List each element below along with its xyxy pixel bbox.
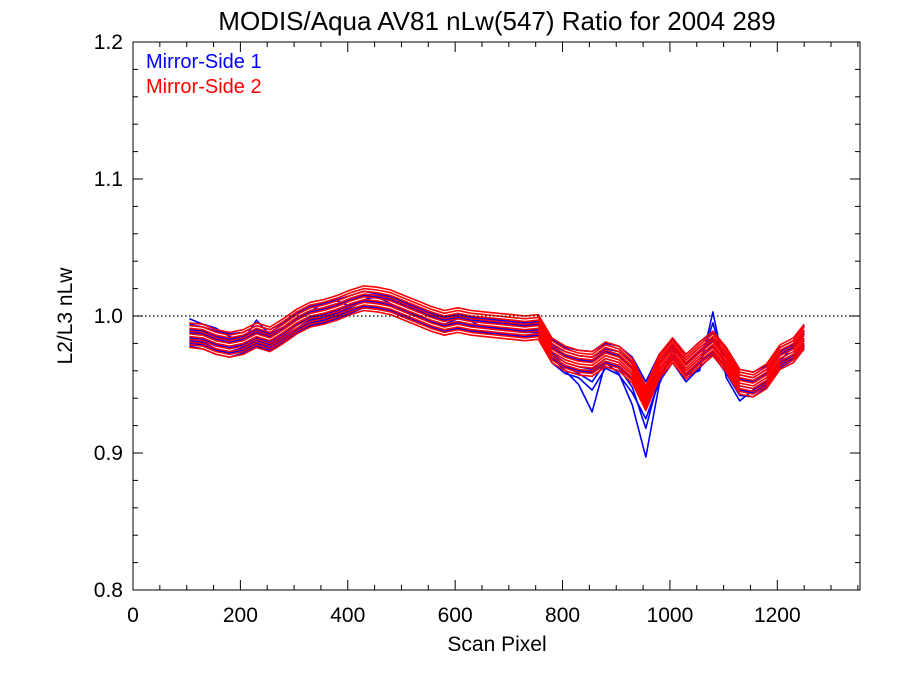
series-line [189,298,805,401]
x-tick-label: 800 [545,604,580,627]
series-line [189,306,805,409]
series-layer [189,285,805,458]
legend: Mirror-Side 1 Mirror-Side 2 [146,51,262,98]
series-line [189,293,805,395]
series-line [189,309,805,412]
y-tick-label: 0.8 [94,579,123,602]
series-line [189,301,805,404]
ticks-layer [133,42,860,590]
y-tick-label: 1.2 [94,31,123,54]
y-tick-label: 1.0 [94,305,123,328]
legend-entry: Mirror-Side 1 [146,51,262,73]
series-line [189,290,805,393]
legend-entry: Mirror-Side 2 [146,76,262,98]
x-tick-label: 1200 [754,604,801,627]
y-tick-label: 0.9 [94,442,123,465]
y-axis-label: L2/L3 nLw [54,267,77,365]
x-tick-label: 1000 [647,604,694,627]
series-line [189,305,805,408]
series-line [189,285,805,387]
chart-title: MODIS/Aqua AV81 nLw(547) Ratio for 2004 … [218,6,775,36]
x-tick-label: 400 [330,604,365,627]
series-line [189,304,805,406]
x-tick-label: 600 [438,604,473,627]
y-tick-label: 1.1 [94,168,123,191]
x-tick-label: 0 [127,604,139,627]
tick-label-layer: 0 200 400 600 800 1000 1200 0.8 0.9 1.0 1.1 1.2 [94,31,801,627]
series-line [189,294,805,397]
x-axis-label: Scan Pixel [447,633,546,656]
series-2 [189,285,805,412]
series-line [189,295,805,398]
x-tick-label: 200 [223,604,258,627]
